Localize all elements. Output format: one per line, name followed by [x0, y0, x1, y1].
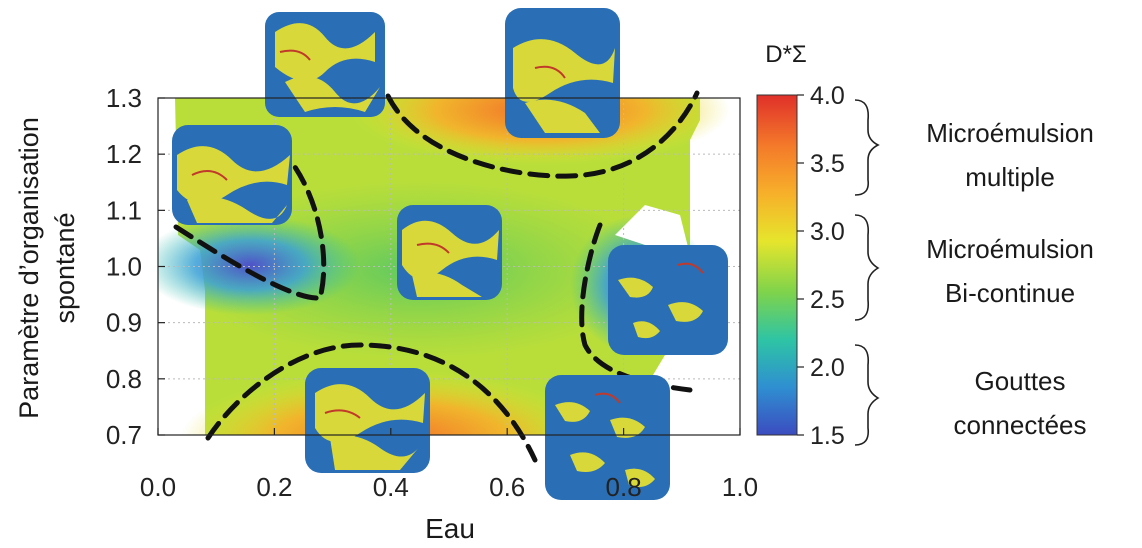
snapshot-right: [608, 245, 728, 355]
colorbar-tick-label: 2.5: [810, 286, 845, 314]
heatmap-cool-left: [140, 215, 360, 315]
snapshot-left: [172, 125, 292, 225]
region-multiple-line-1: Microémulsion: [926, 118, 1094, 148]
x-tick-label: 1.0: [722, 472, 758, 502]
x-axis-label: Eau: [425, 513, 475, 544]
y-tick-label: 1.0: [106, 252, 142, 282]
y-tick-label: 0.7: [106, 420, 142, 450]
y-tick-label: 1.2: [106, 139, 142, 169]
colorbar-tick-label: 3.5: [810, 150, 845, 178]
x-tick-label: 0.0: [140, 472, 176, 502]
y-tick-label: 0.9: [106, 308, 142, 338]
snapshot-top-right: [505, 8, 620, 138]
region-gouttes-line-2: connectées: [954, 410, 1087, 440]
region-multiple-line-2: multiple: [965, 162, 1055, 192]
colorbar: D*Σ 1.5 2.0 2.5 3.0 3.5 4.0: [757, 41, 845, 450]
y-tick-label: 1.3: [106, 83, 142, 113]
y-tick-label: 1.1: [106, 195, 142, 225]
colorbar-tick-label: 2.0: [810, 354, 845, 382]
y-axis-label-line-2: spontané: [50, 212, 80, 323]
y-axis-label-line-1: Paramètre d’organisation: [14, 117, 44, 419]
x-tick-label: 0.8: [606, 472, 642, 502]
x-tick-label: 0.2: [256, 472, 292, 502]
colorbar-tick-label: 3.0: [810, 218, 845, 246]
region-legend: [855, 100, 878, 445]
colorbar-title: D*Σ: [765, 41, 807, 68]
colorbar-gradient: [757, 95, 797, 435]
x-tick-label: 0.6: [489, 472, 525, 502]
y-axis-ticks: 0.7 0.8 0.9 1.0 1.1 1.2 1.3: [106, 83, 165, 450]
snapshot-center: [397, 205, 502, 300]
colorbar-tick-label: 1.5: [810, 422, 845, 450]
region-bicontinue-line-2: Bi-continue: [945, 278, 1075, 308]
region-gouttes-line-1: Gouttes: [974, 366, 1065, 396]
brace-bicontinue: [855, 215, 878, 320]
snapshot-bottom-left: [305, 368, 430, 473]
colorbar-ticks: 1.5 2.0 2.5 3.0 3.5 4.0: [797, 82, 845, 450]
y-tick-label: 0.8: [106, 364, 142, 394]
snapshot-top-left: [265, 12, 385, 117]
y-axis-label: Paramètre d’organisation spontané: [14, 117, 80, 419]
brace-multiple: [855, 100, 878, 195]
colorbar-tick-label: 4.0: [810, 82, 845, 110]
region-labels: Microémulsion multiple Microémulsion Bi-…: [926, 118, 1094, 440]
region-bicontinue-line-1: Microémulsion: [926, 234, 1094, 264]
brace-gouttes: [855, 345, 878, 445]
x-tick-label: 0.4: [373, 472, 409, 502]
